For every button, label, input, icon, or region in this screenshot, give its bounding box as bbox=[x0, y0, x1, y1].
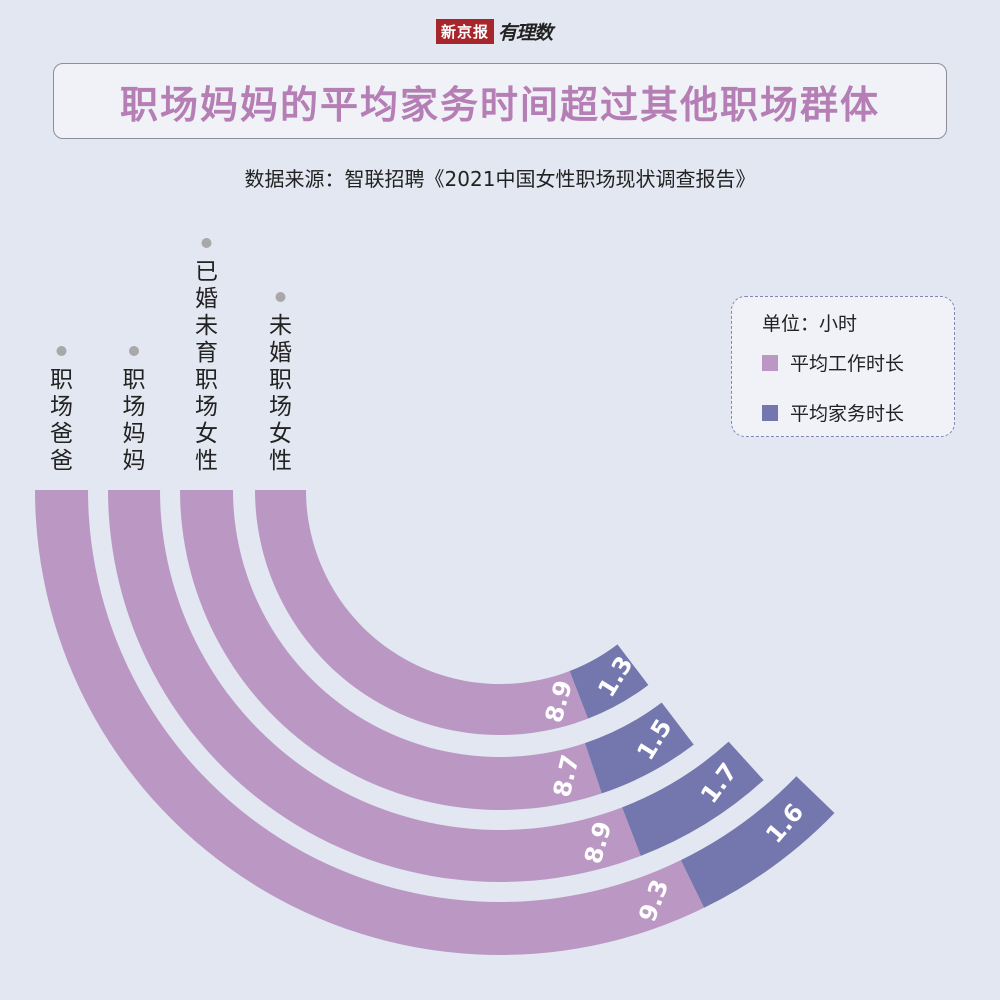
legend-item-house: 平均家务时长 bbox=[762, 399, 904, 426]
category-label: 未婚职场女性 bbox=[269, 313, 292, 474]
legend-item-work: 平均工作时长 bbox=[762, 349, 904, 376]
title-box: 职场妈妈的平均家务时间超过其他职场群体 bbox=[53, 63, 947, 139]
work-bar bbox=[35, 490, 705, 956]
work-bar bbox=[255, 490, 588, 735]
data-source: 数据来源：智联招聘《2021中国女性职场现状调查报告》 bbox=[244, 167, 756, 191]
housework-bar bbox=[680, 776, 835, 908]
legend: 单位：小时 平均工作时长 平均家务时长 bbox=[731, 296, 955, 437]
legend-unit: 单位：小时 bbox=[762, 313, 858, 335]
logo-brand: 新京报 bbox=[436, 18, 495, 44]
category-dot bbox=[129, 346, 139, 356]
legend-label-work: 平均工作时长 bbox=[790, 353, 905, 375]
legend-label-house: 平均家务时长 bbox=[790, 403, 905, 425]
category-label: 职场爸爸 bbox=[50, 367, 73, 474]
category-dot bbox=[56, 346, 67, 356]
housework-bar bbox=[622, 741, 764, 856]
value-labels-layer: 9.31.68.91.78.71.58.9 1.3 bbox=[540, 651, 810, 925]
chart-title: 职场妈妈的平均家务时间超过其他职场群体 bbox=[119, 82, 880, 127]
dots-layer bbox=[56, 238, 286, 356]
category-dot bbox=[201, 238, 212, 248]
work-bar bbox=[108, 490, 641, 882]
work-bar bbox=[180, 490, 602, 811]
housework-bar bbox=[584, 702, 694, 794]
legend-swatch-house bbox=[762, 404, 778, 421]
category-label: 职场妈妈 bbox=[122, 367, 146, 474]
bars-layer bbox=[35, 490, 835, 956]
category-dot bbox=[275, 292, 286, 302]
housework-bar bbox=[569, 644, 649, 719]
legend-swatch-work bbox=[762, 354, 778, 371]
logo: 新京报 有理数 bbox=[436, 18, 553, 44]
category-label: 已婚未育职场女性 bbox=[195, 259, 218, 474]
logo-sub: 有理数 bbox=[498, 21, 553, 44]
